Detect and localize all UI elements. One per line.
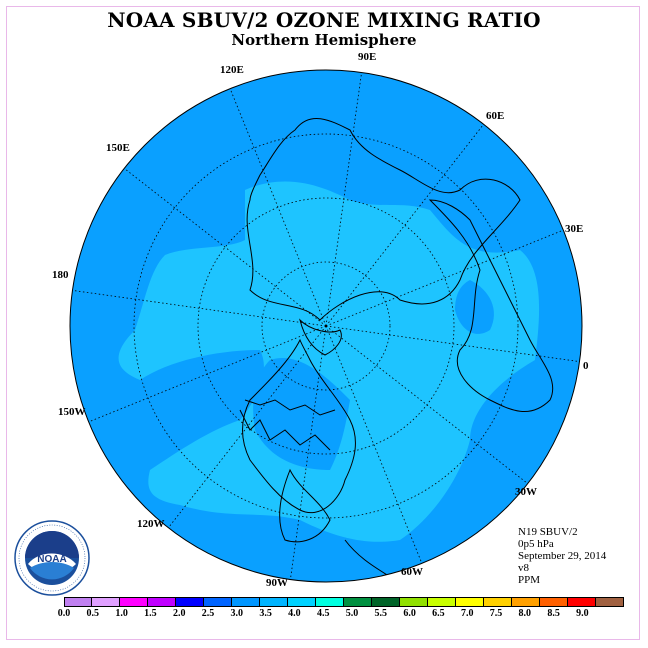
figure-frame xyxy=(6,6,640,640)
colorbar-swatch xyxy=(456,597,484,607)
lon-label-90w: 90W xyxy=(266,577,288,589)
colorbar-tick-label: 5.5 xyxy=(374,608,388,619)
ozone-field-outer-na xyxy=(253,358,350,470)
colorbar-tick-label: 2.5 xyxy=(201,608,215,619)
colorbar-swatch xyxy=(540,597,568,607)
colorbar-swatch xyxy=(288,597,316,607)
lon-label-0: 0 xyxy=(583,360,589,372)
colorbar-swatch xyxy=(148,597,176,607)
meridian-line xyxy=(325,325,423,564)
colorbar-swatch xyxy=(260,597,288,607)
colorbar-swatch xyxy=(512,597,540,607)
colorbar xyxy=(64,597,624,607)
lon-label-90e: 90E xyxy=(358,51,377,63)
noaa-logo: NOAA xyxy=(14,520,90,596)
colorbar-tick-label: 6.0 xyxy=(403,608,416,619)
lon-label-120e: 120E xyxy=(220,64,244,76)
info-pressure: 0p5 hPa xyxy=(518,538,554,550)
info-version: v8 xyxy=(518,562,529,574)
colorbar-tick-label: 4.5 xyxy=(316,608,330,619)
colorbar-tick-label: 6.5 xyxy=(432,608,445,619)
meridian-line xyxy=(325,325,528,484)
colorbar-swatch xyxy=(344,597,372,607)
colorbar-swatch xyxy=(568,597,596,607)
colorbar-tick-label: 7.0 xyxy=(460,608,474,619)
colorbar-swatch xyxy=(484,597,512,607)
colorbar-swatch xyxy=(596,597,624,607)
info-units: PPM xyxy=(518,574,541,586)
meridian-line xyxy=(325,325,580,362)
lon-label-150e: 150E xyxy=(106,142,130,154)
lon-label-60w: 60W xyxy=(401,566,423,578)
colorbar-tick-label: 3.0 xyxy=(230,608,244,619)
colorbar-swatch xyxy=(92,597,120,607)
meridian-line xyxy=(168,325,327,528)
meridian-line xyxy=(124,168,327,327)
map-title: NOAA SBUV/2 OZONE MIXING RATIO xyxy=(107,8,541,32)
lon-label-180: 180 xyxy=(52,269,69,281)
info-date: September 29, 2014 xyxy=(518,550,607,562)
colorbar-tick-label: 4.0 xyxy=(288,608,301,619)
map-boundary xyxy=(69,69,583,583)
colorbar-swatch xyxy=(372,597,400,607)
latitude-circles xyxy=(133,133,519,519)
colorbar-tick-label: 1.5 xyxy=(144,608,157,619)
noaa-logo-text: NOAA xyxy=(37,554,66,565)
colorbar-tick-label: 5.0 xyxy=(345,608,359,619)
colorbar-tick-label: 8.5 xyxy=(547,608,560,619)
meridian-line xyxy=(88,325,327,423)
colorbar-swatch xyxy=(316,597,344,607)
colorbar-tick-label: 1.0 xyxy=(115,608,128,619)
colorbar-swatch xyxy=(232,597,260,607)
lon-label-30e: 30E xyxy=(565,223,584,235)
info-satellite: N19 SBUV/2 xyxy=(518,526,578,538)
colorbar-tick-label: 0.0 xyxy=(57,608,71,619)
meridian-line xyxy=(325,229,564,327)
meridian-line xyxy=(325,72,362,327)
colorbar-swatch xyxy=(428,597,456,607)
map-subtitle: Northern Hemisphere xyxy=(231,31,417,49)
colorbar-swatch xyxy=(176,597,204,607)
meridian-line xyxy=(229,88,327,327)
ozone-field-inner xyxy=(118,181,540,542)
colorbar-tick-label: 3.5 xyxy=(259,608,272,619)
colorbar-swatch xyxy=(400,597,428,607)
colorbar-swatch xyxy=(64,597,92,607)
meridian-line xyxy=(290,325,327,580)
colorbar-tick-label: 2.0 xyxy=(172,608,186,619)
colorbar-tick-label: 9.0 xyxy=(576,608,589,619)
colorbar-swatch xyxy=(120,597,148,607)
lon-label-60e: 60E xyxy=(486,110,505,122)
colorbar-swatch xyxy=(204,597,232,607)
lon-label-30w: 30W xyxy=(515,486,537,498)
info-block: N19 SBUV/2 0p5 hPa September 29, 2014 v8… xyxy=(518,526,606,586)
meridian-line xyxy=(325,124,484,327)
longitude-lines xyxy=(72,72,580,580)
colorbar-tick-label: 8.0 xyxy=(518,608,532,619)
colorbar-tick-label: 0.5 xyxy=(86,608,100,619)
lon-label-120w: 120W xyxy=(137,518,165,530)
colorbar-tick-label: 7.5 xyxy=(489,608,503,619)
lon-label-150w: 150W xyxy=(58,406,86,418)
meridian-line xyxy=(72,290,327,327)
colorbar-labels: 0.0 0.5 1.0 1.5 2.0 2.5 3.0 3.5 4.0 4.5 5.0 5.5 6.0 6… xyxy=(0,608,648,624)
